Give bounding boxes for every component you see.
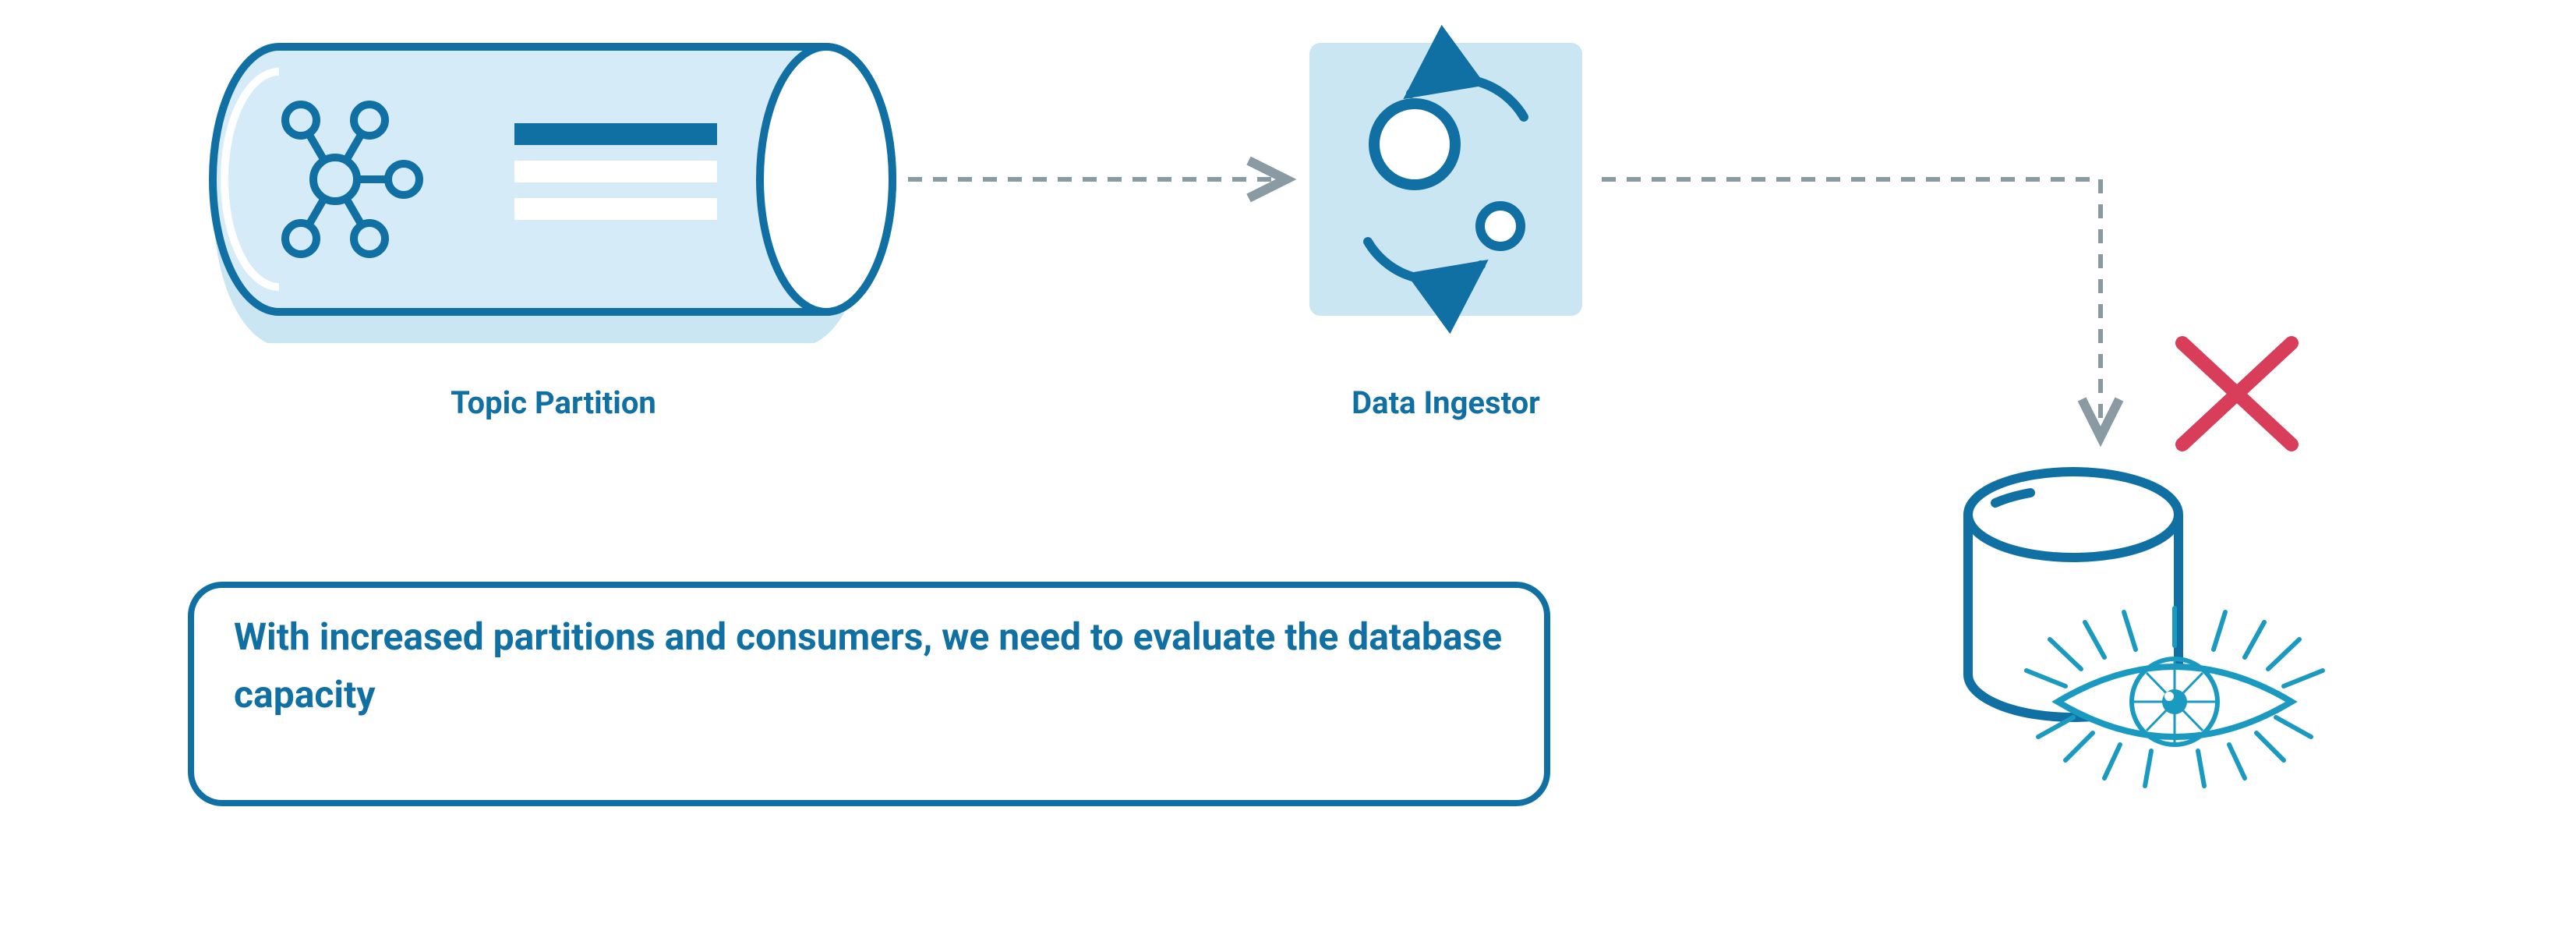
arrow-ingestor-to-db <box>1602 179 2101 437</box>
callout-text: With increased partitions and consumers,… <box>234 608 1504 724</box>
cylinder-right-face <box>760 47 892 312</box>
label-topic-partition: Topic Partition <box>451 384 656 421</box>
data-ingestor-box <box>1309 43 1582 316</box>
list-bars-icon <box>514 123 717 220</box>
error-x-icon <box>2182 343 2292 444</box>
label-data-ingestor: Data Ingestor <box>1352 384 1540 421</box>
